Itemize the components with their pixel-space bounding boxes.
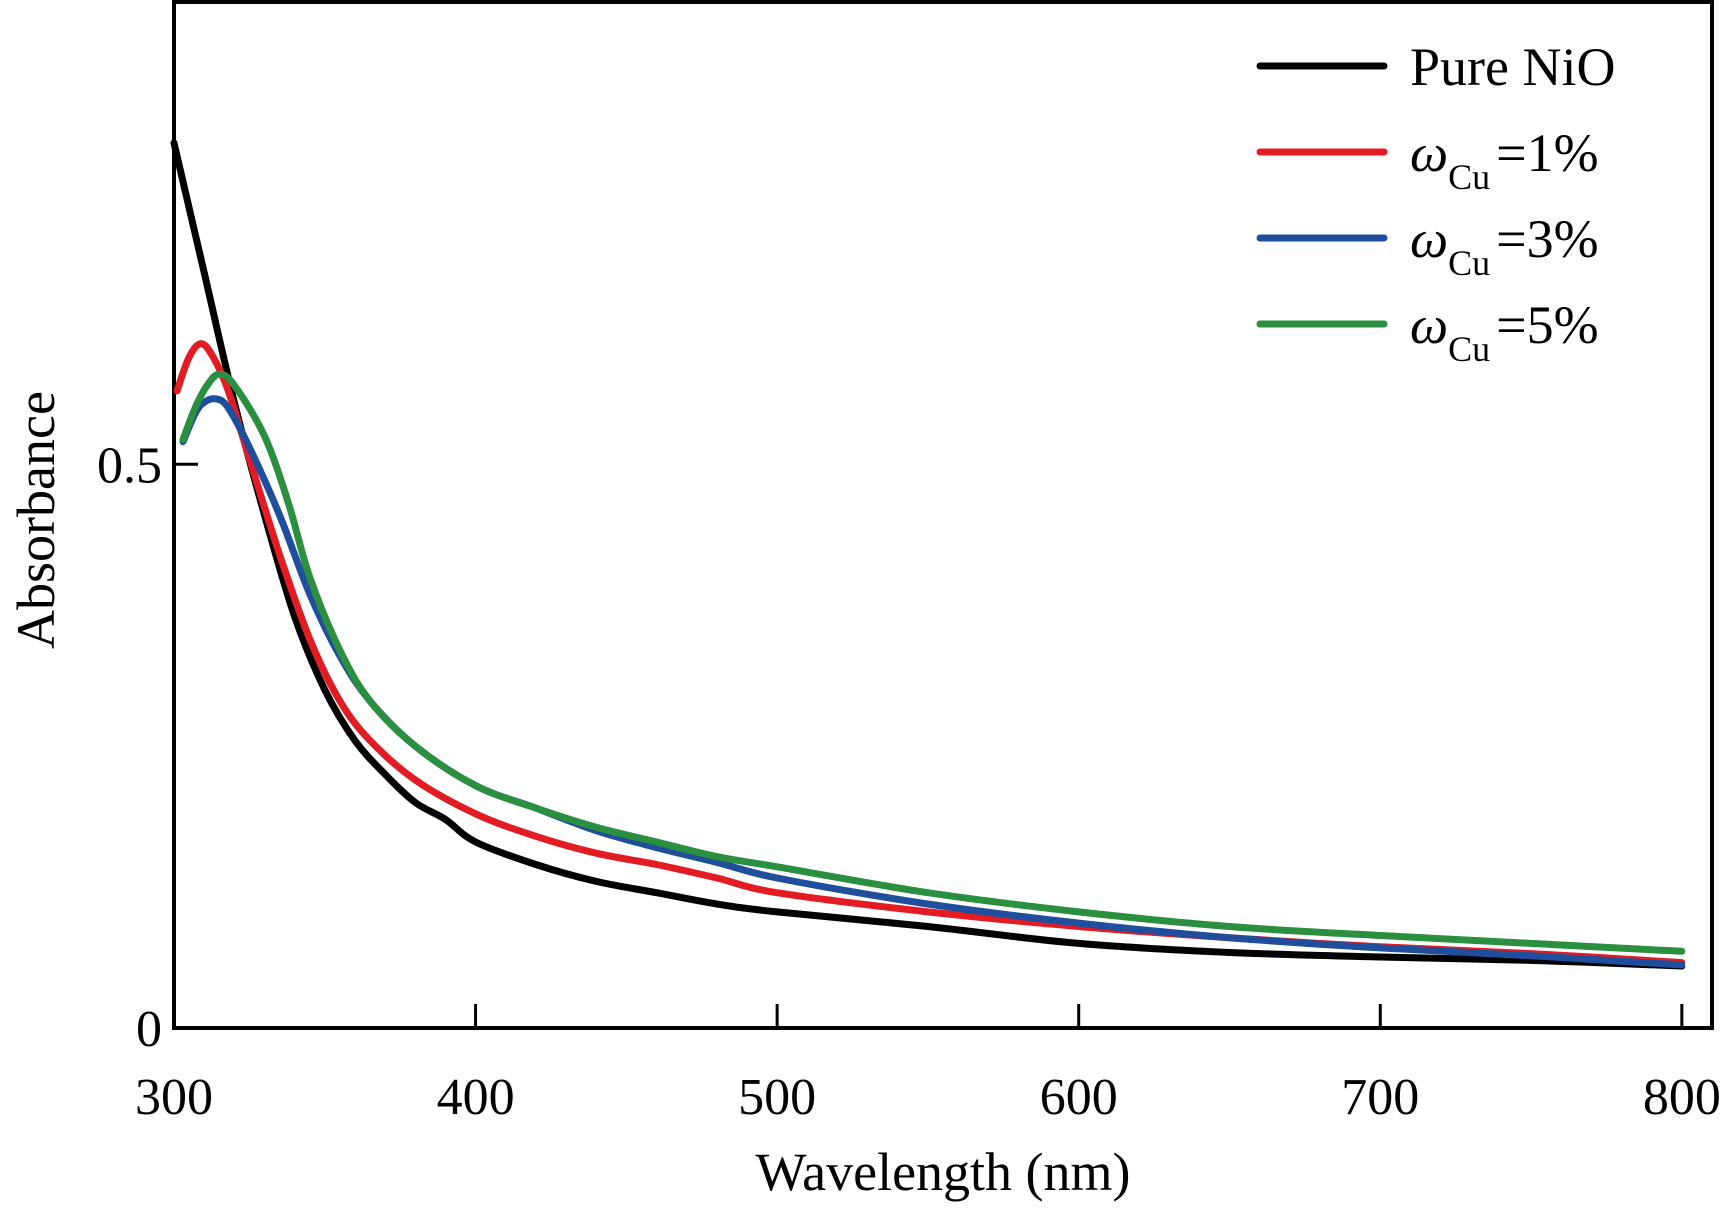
legend-label-2: ωCu =1% [1410, 123, 1599, 197]
legend-label-3: ωCu =3% [1410, 209, 1599, 283]
x-tick-label-700: 700 [1341, 1069, 1419, 1126]
x-axis-title: Wavelength (nm) [755, 1142, 1130, 1202]
series-line-4 [179, 370, 1686, 955]
x-tick-label-300: 300 [135, 1069, 213, 1126]
legend-subscript: Cu [1448, 243, 1490, 283]
x-tick-label-800: 800 [1643, 1069, 1721, 1126]
plot-frame [172, 0, 1714, 1030]
axis-ticks: 300 400 500 600 700 800 0 0.5 [97, 437, 1721, 1126]
series-layer [170, 139, 1686, 970]
x-tick-label-500: 500 [738, 1069, 816, 1126]
legend-label-4: ωCu =5% [1410, 295, 1599, 369]
series-line-2 [173, 340, 1686, 967]
y-axis-title: Absorbance [6, 391, 66, 649]
x-tick-label-400: 400 [437, 1069, 515, 1126]
legend-label-1: Pure NiO [1410, 37, 1615, 97]
y-tick-label-0.5: 0.5 [97, 437, 162, 494]
series-line-3 [179, 395, 1686, 969]
legend-symbol: ω [1410, 295, 1448, 355]
legend-subscript: Cu [1448, 157, 1490, 197]
x-tick-label-600: 600 [1040, 1069, 1118, 1126]
y-tick-label-0: 0 [136, 1001, 162, 1058]
legend-name: Pure NiO [1410, 37, 1615, 97]
legend-value: =3% [1496, 209, 1598, 269]
legend-subscript: Cu [1448, 329, 1490, 369]
legend-value: =5% [1496, 295, 1598, 355]
legend-symbol: ω [1410, 123, 1448, 183]
legend-value: =1% [1496, 123, 1598, 183]
legend-symbol: ω [1410, 209, 1448, 269]
